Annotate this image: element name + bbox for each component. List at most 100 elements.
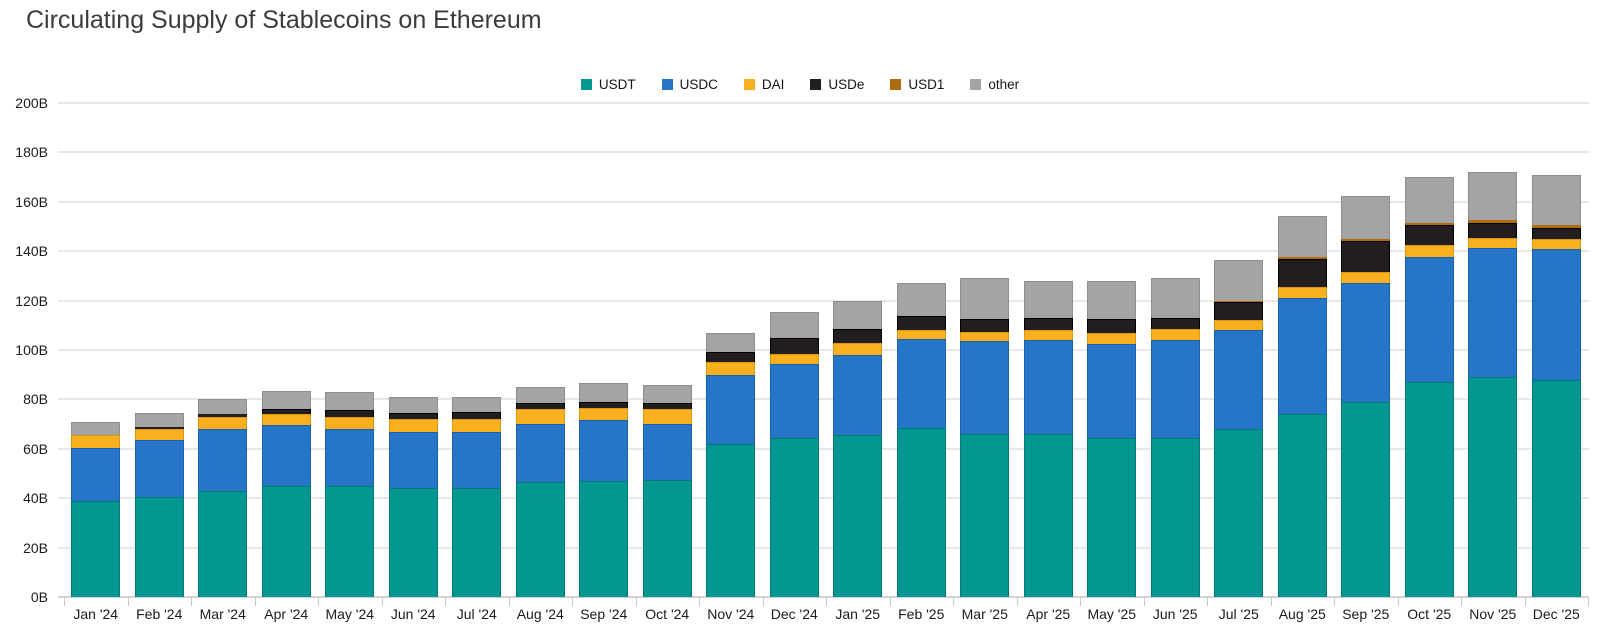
bars-layer (64, 103, 1588, 597)
bar-column-may-24 (318, 103, 382, 597)
x-axis-label-may-25: May '25 (1087, 606, 1137, 622)
bar-stack-oct-24 (642, 384, 692, 597)
x-axis-label-nov-24: Nov '24 (707, 606, 755, 622)
bar-segment-dai (515, 409, 565, 425)
gridline-120b (58, 299, 1589, 302)
bar-segment-other (1150, 278, 1200, 318)
bar-segment-usde (1277, 258, 1327, 288)
bar-segment-usde (896, 315, 946, 331)
x-axis-tick (381, 597, 383, 606)
bar-segment-usdc (896, 338, 946, 428)
bar-segment-usdc (1150, 340, 1200, 438)
gridline-60b (58, 447, 1589, 450)
bar-segment-usdt (1087, 437, 1137, 597)
x-axis-tick (635, 597, 637, 606)
bar-segment-dai (896, 330, 946, 339)
bar-segment-dai (1023, 330, 1073, 341)
bar-segment-dai (134, 429, 184, 441)
x-axis-label-jul-25: Jul '25 (1218, 606, 1259, 622)
legend-swatch-dai (743, 79, 755, 90)
bar-column-mar-24 (191, 103, 255, 597)
bar-segment-usde (1341, 241, 1391, 273)
bar-segment-usdt (1404, 382, 1454, 597)
gridline-100b (58, 349, 1589, 351)
y-axis-label-20b: 20B (23, 539, 48, 556)
x-axis-label-aug-25: Aug '25 (1278, 606, 1326, 622)
bar-segment-other (896, 283, 946, 316)
bar-stack-jun-25 (1150, 278, 1200, 597)
legend-label: USDe (828, 77, 865, 92)
x-axis-tick (191, 597, 192, 606)
bar-segment-dai (388, 419, 438, 432)
bar-column-dec-24 (763, 103, 827, 597)
bar-segment-dai (960, 331, 1010, 342)
legend-item-usdc[interactable]: USDC (661, 77, 718, 92)
bar-segment-other (198, 399, 248, 414)
y-axis-label-80b: 80B (23, 391, 48, 408)
bar-column-aug-25 (1271, 103, 1335, 597)
bar-stack-oct-25 (1404, 177, 1454, 597)
bar-segment-usde (833, 328, 883, 343)
bar-segment-usd1 (1341, 238, 1391, 242)
bar-stack-nov-25 (1468, 172, 1518, 597)
bar-segment-usdt (325, 485, 375, 597)
bar-stack-jan-24 (71, 421, 121, 597)
bar-segment-other (71, 421, 121, 436)
bar-segment-usdc (1404, 257, 1454, 383)
bar-segment-dai (1404, 245, 1454, 258)
bar-column-jun-25 (1144, 103, 1208, 597)
bar-segment-usdt (896, 427, 946, 597)
x-axis-label-aug-24: Aug '24 (516, 606, 564, 622)
x-axis-labels: Jan '24 Feb '24 Mar '24 Apr '24 May '24 Jun '… (64, 606, 1588, 622)
legend-label: USDT (598, 77, 636, 92)
bar-segment-usd1 (1277, 256, 1327, 259)
x-axis-label-jan-24: Jan '24 (73, 606, 119, 622)
legend-item-usd1[interactable]: USD1 (890, 77, 944, 92)
bar-column-nov-24 (699, 103, 763, 597)
bar-segment-other (452, 396, 502, 412)
bar-column-sep-24 (572, 103, 636, 597)
bar-segment-usdc (833, 354, 883, 436)
bar-segment-usde (706, 352, 756, 363)
x-axis-tick (508, 597, 510, 606)
x-axis-label-oct-24: Oct '24 (645, 606, 690, 622)
bar-segment-usdt (1150, 437, 1200, 597)
bar-stack-apr-24 (261, 390, 311, 597)
gridline-140b (58, 250, 1589, 253)
chart-legend: USDT USDC DAI USDe USD1 other (0, 77, 1600, 92)
bar-segment-usdc (769, 363, 819, 438)
bar-column-dec-25 (1525, 103, 1589, 597)
bar-segment-dai (198, 416, 248, 430)
bar-stack-aug-24 (515, 387, 565, 597)
x-axis-tick (127, 597, 129, 606)
bar-segment-usdt (579, 480, 629, 597)
legend-item-other[interactable]: other (970, 77, 1019, 92)
bar-segment-usdt (769, 437, 819, 597)
x-axis-tick (953, 597, 954, 606)
legend-item-usde[interactable]: USDe (810, 77, 864, 92)
bar-stack-mar-24 (198, 399, 248, 597)
bar-segment-usdt (706, 443, 756, 597)
x-axis-label-mar-25: Mar '25 (961, 606, 1008, 622)
bar-segment-usdt (960, 434, 1010, 597)
bar-segment-dai (642, 409, 692, 425)
x-axis-label-may-24: May '24 (325, 606, 375, 622)
x-axis-tick (1397, 597, 1399, 606)
bar-segment-usde (1023, 317, 1073, 331)
x-axis-label-mar-24: Mar '24 (199, 606, 246, 622)
legend-item-dai[interactable]: DAI (743, 77, 784, 92)
bar-segment-other (960, 278, 1010, 320)
bar-stack-apr-25 (1023, 280, 1073, 597)
legend-item-usdt[interactable]: USDT (580, 77, 636, 92)
bar-segment-usde (1468, 222, 1518, 238)
y-axis-label-160b: 160B (15, 193, 48, 210)
bar-segment-dai (579, 408, 629, 421)
x-axis-tick (1080, 597, 1081, 606)
bar-segment-usd1 (1404, 222, 1454, 226)
y-axis-label-120b: 120B (15, 292, 48, 309)
bar-stack-dec-25 (1531, 175, 1581, 597)
bar-segment-other (515, 387, 565, 404)
bar-segment-dai (261, 414, 311, 426)
legend-swatch-usdc (661, 79, 673, 90)
bar-segment-usdt (388, 488, 438, 597)
